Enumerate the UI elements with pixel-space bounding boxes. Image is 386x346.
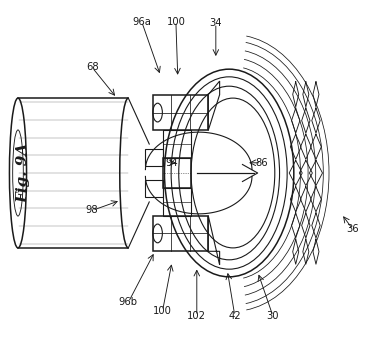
Text: Fig. 9A: Fig. 9A [17,143,31,203]
Text: 42: 42 [229,311,241,321]
Text: 30: 30 [267,311,279,321]
Text: 36: 36 [347,224,359,234]
Text: 86: 86 [255,158,268,168]
Text: 100: 100 [166,17,185,27]
Text: 102: 102 [187,311,206,321]
Text: 68: 68 [86,63,98,72]
Text: 96b: 96b [119,297,138,307]
Text: 98: 98 [86,206,98,216]
Text: 94: 94 [166,158,178,168]
Text: 34: 34 [210,18,222,28]
Text: 100: 100 [153,306,172,316]
Text: 96a: 96a [132,17,151,27]
